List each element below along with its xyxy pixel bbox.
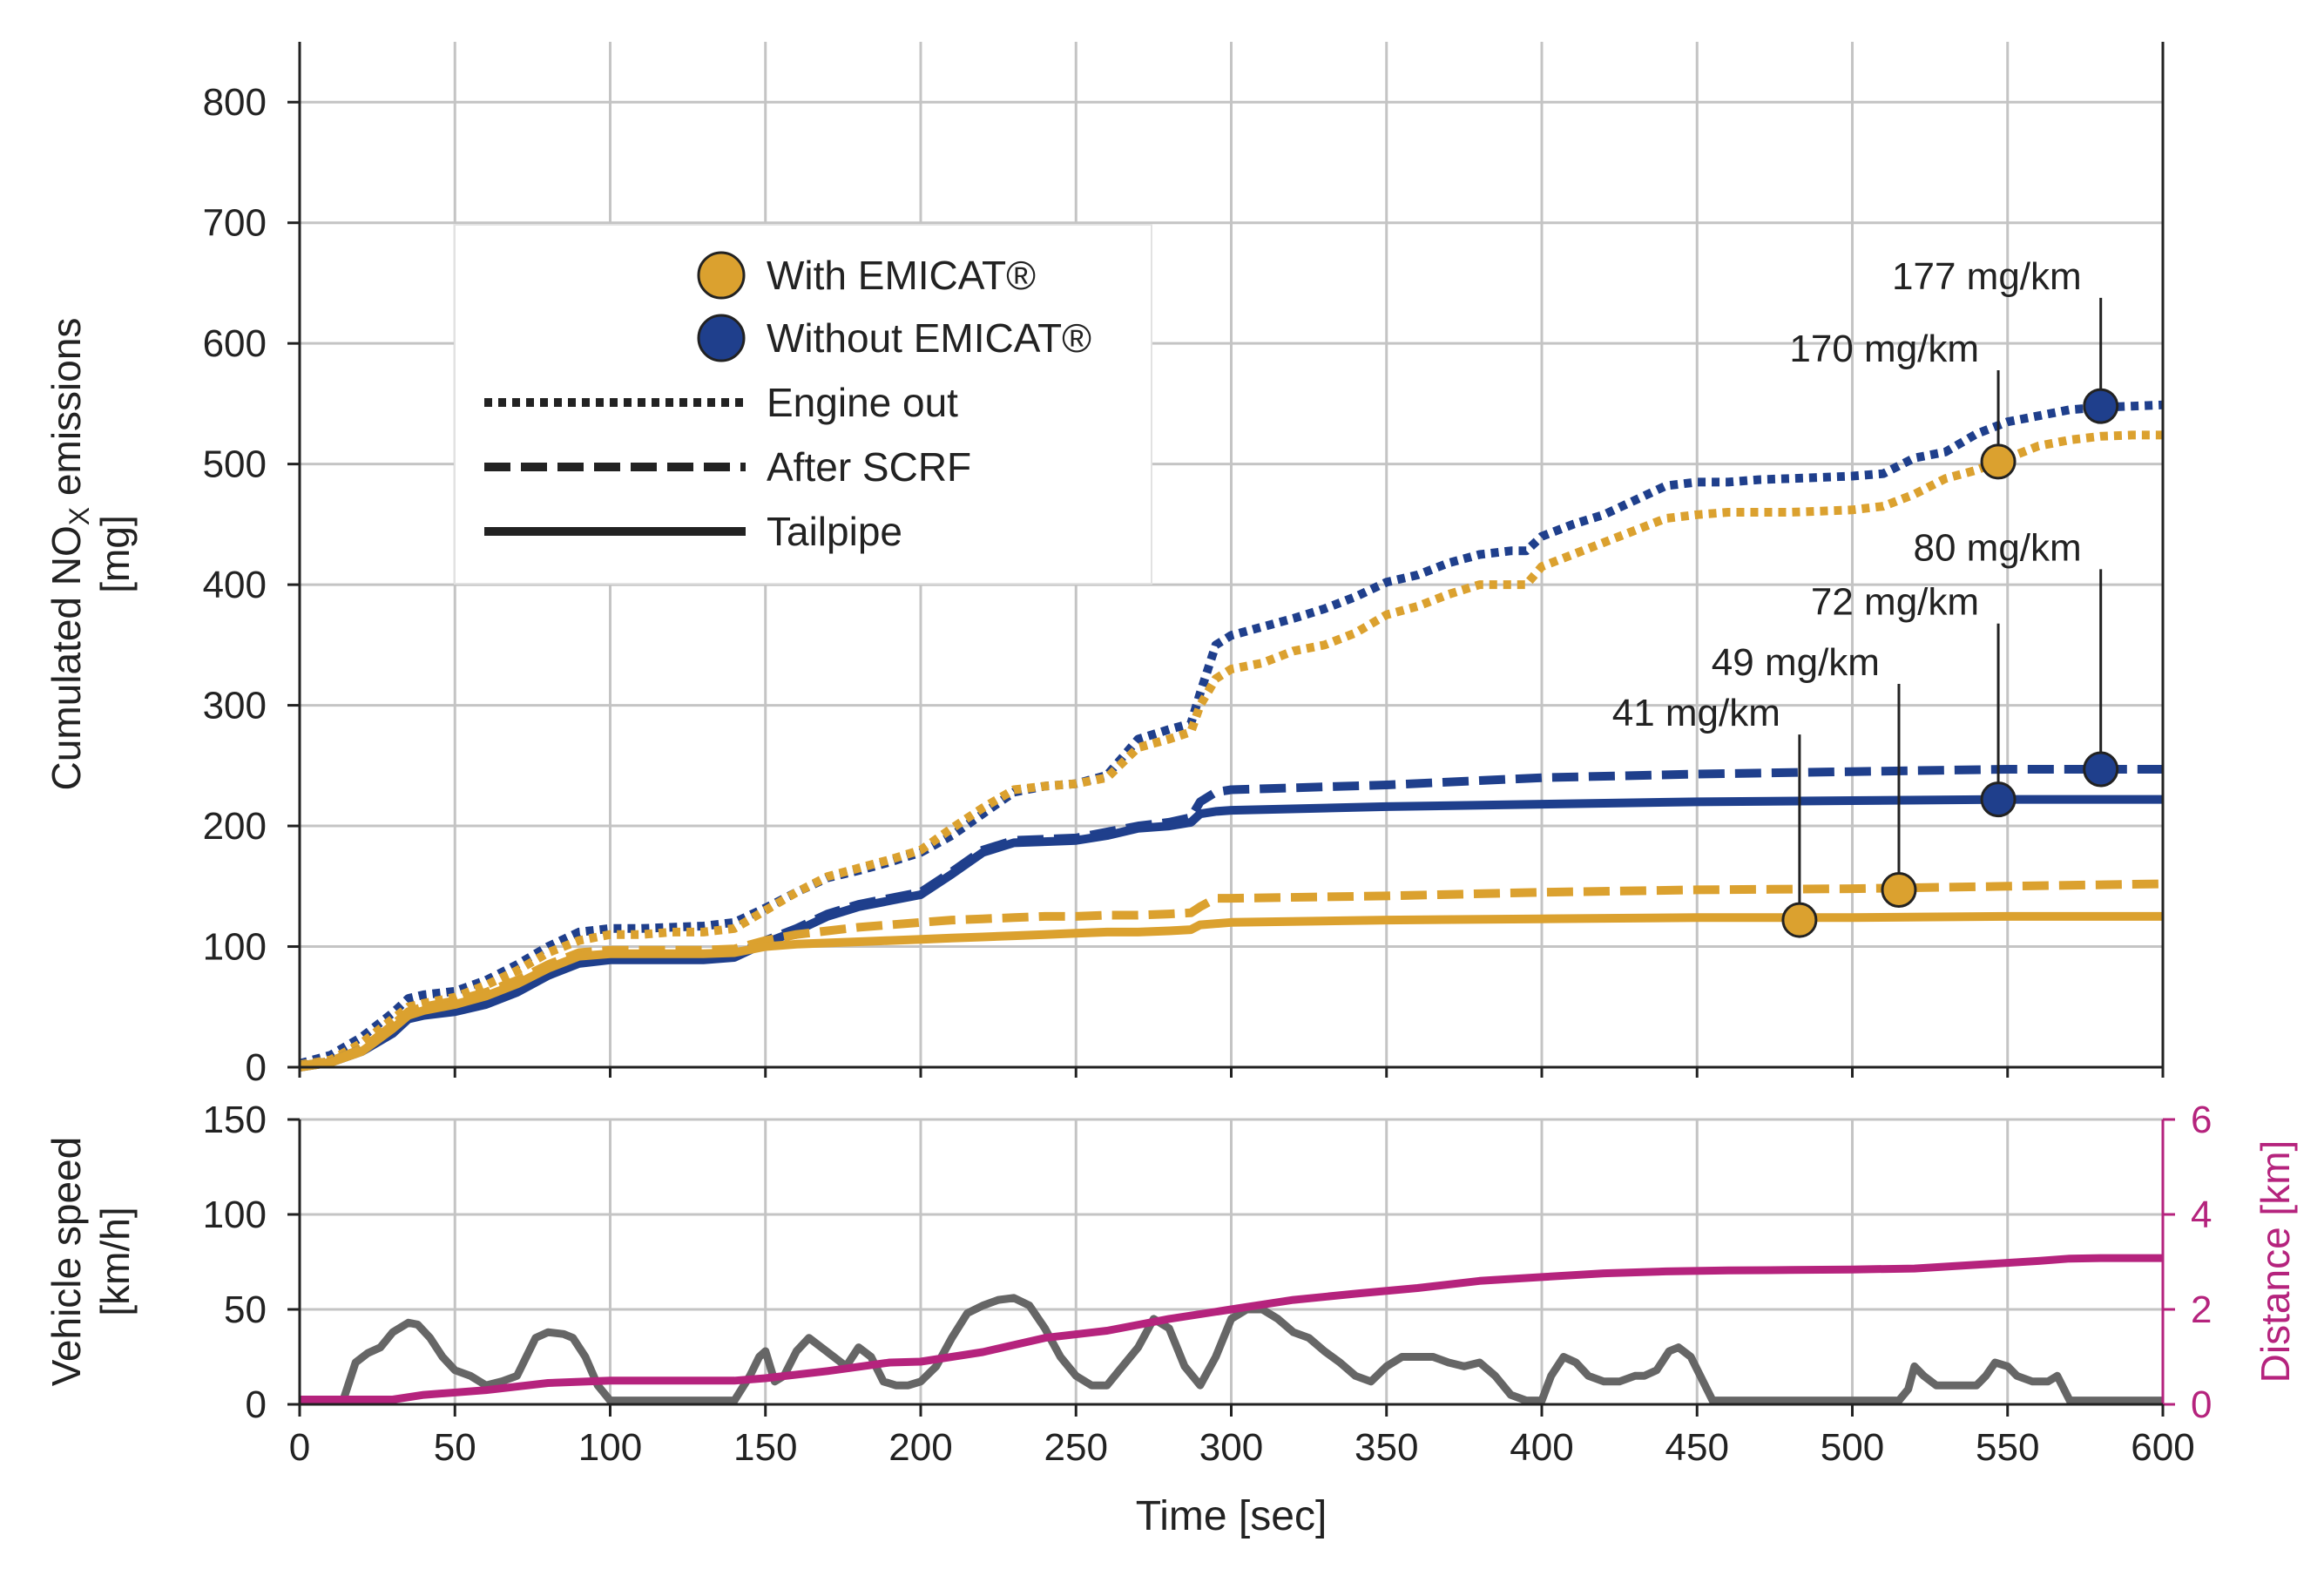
bottom-ytick-label-150: 150 [203, 1099, 267, 1141]
top-series [298, 400, 2164, 1072]
top-ytick-label-500: 500 [203, 443, 267, 486]
bottom-ytick-label-100: 100 [203, 1194, 267, 1236]
annotation-label-3: 49 mg/km [1712, 641, 1880, 684]
legend: With EMICAT® Without EMICAT® Engine out Aft… [454, 224, 1152, 585]
top-ytick-label-600: 600 [203, 322, 267, 365]
series-without-tailpipe [299, 795, 2163, 1072]
top-frame: 0 100 200 300 400 500 600 700 800 [203, 42, 2165, 1089]
annotation-marker-5 [2083, 751, 2119, 788]
series-vehicle-speed [300, 1294, 2163, 1405]
bottom-frame: 0 50 100 150 0 2 4 6 0 50 100 150 200 250 300 350 400 450… [203, 1099, 2213, 1469]
bottom-ytick-label-0: 0 [246, 1383, 267, 1426]
bottom-xtick-label-600: 600 [2131, 1426, 2194, 1469]
right-ytick-label-2: 2 [2191, 1288, 2212, 1331]
right-ytick-label-4: 4 [2191, 1194, 2212, 1236]
annotation-marker-3 [1881, 871, 1917, 908]
annotations: 170 mg/km 177 mg/km 41 mg/km 49 mg/km 72 mg/… [1612, 255, 2119, 938]
series-with-engine_out [299, 430, 2163, 1070]
bottom-xtick-label-450: 450 [1665, 1426, 1729, 1469]
right-ylabel: Distance [km] [2253, 1140, 2298, 1383]
annotation-marker-1 [2083, 388, 2119, 424]
legend-label-2: Engine out [767, 380, 958, 425]
series-without-engine_out [298, 400, 2164, 1068]
bottom-xtick-label-400: 400 [1510, 1426, 1573, 1469]
right-ytick-label-0: 0 [2191, 1383, 2212, 1426]
series-distance [300, 1254, 2163, 1403]
bottom-xtick-label-150: 150 [733, 1426, 797, 1469]
annotation-label-1: 177 mg/km [1892, 255, 2082, 298]
top-ytick-label-200: 200 [203, 805, 267, 848]
bottom-xtick-label-350: 350 [1355, 1426, 1418, 1469]
annotation-label-4: 72 mg/km [1811, 581, 1979, 624]
bottom-xtick-label-0: 0 [289, 1426, 310, 1469]
bottom-xtick-label-50: 50 [434, 1426, 476, 1469]
top-ytick-label-300: 300 [203, 685, 267, 727]
right-ytick-label-6: 6 [2191, 1099, 2212, 1141]
top-ylabel: Cumulated NOX emissions [44, 318, 95, 791]
top-ytick-label-100: 100 [203, 926, 267, 969]
legend-marker-0 [697, 251, 746, 300]
bottom-xtick-label-300: 300 [1199, 1426, 1263, 1469]
annotation-label-0: 170 mg/km [1789, 328, 1979, 370]
bottom-xtick-label-250: 250 [1044, 1426, 1108, 1469]
series-with-tailpipe [299, 911, 2163, 1072]
bottom-grid [298, 1118, 2165, 1406]
bottom-ylabel: Vehicle speed [44, 1137, 89, 1386]
legend-label-3: After SCRF [767, 444, 971, 490]
top-ytick-label-800: 800 [203, 81, 267, 124]
annotation-marker-0 [1980, 443, 2017, 480]
bottom-series [300, 1254, 2163, 1405]
bottom-xtick-label-200: 200 [888, 1426, 952, 1469]
bottom-xtick-label-100: 100 [578, 1426, 642, 1469]
top-ytick-label-400: 400 [203, 564, 267, 606]
legend-label-4: Tailpipe [767, 509, 902, 554]
annotation-label-5: 80 mg/km [1914, 526, 2082, 569]
annotation-marker-4 [1980, 781, 2017, 818]
bottom-xtick-label-500: 500 [1821, 1426, 1884, 1469]
annotation-label-2: 41 mg/km [1612, 692, 1780, 734]
annotation-marker-2 [1781, 902, 1818, 938]
legend-label-1: Without EMICAT® [767, 315, 1091, 361]
legend-marker-1 [697, 314, 746, 362]
bottom-ylabel-unit: [km/h] [92, 1207, 138, 1315]
legend-label-0: With EMICAT® [767, 253, 1036, 298]
top-ytick-label-700: 700 [203, 202, 267, 245]
top-ylabel-unit: [mg] [92, 515, 138, 592]
axis-titles: Cumulated NOX emissions[mg] Vehicle speed… [44, 318, 2298, 1539]
bottom-xtick-label-550: 550 [1976, 1426, 2039, 1469]
top-ytick-label-0: 0 [246, 1046, 267, 1089]
bottom-xlabel: Time [sec] [1136, 1493, 1328, 1539]
bottom-ytick-label-50: 50 [224, 1288, 267, 1331]
